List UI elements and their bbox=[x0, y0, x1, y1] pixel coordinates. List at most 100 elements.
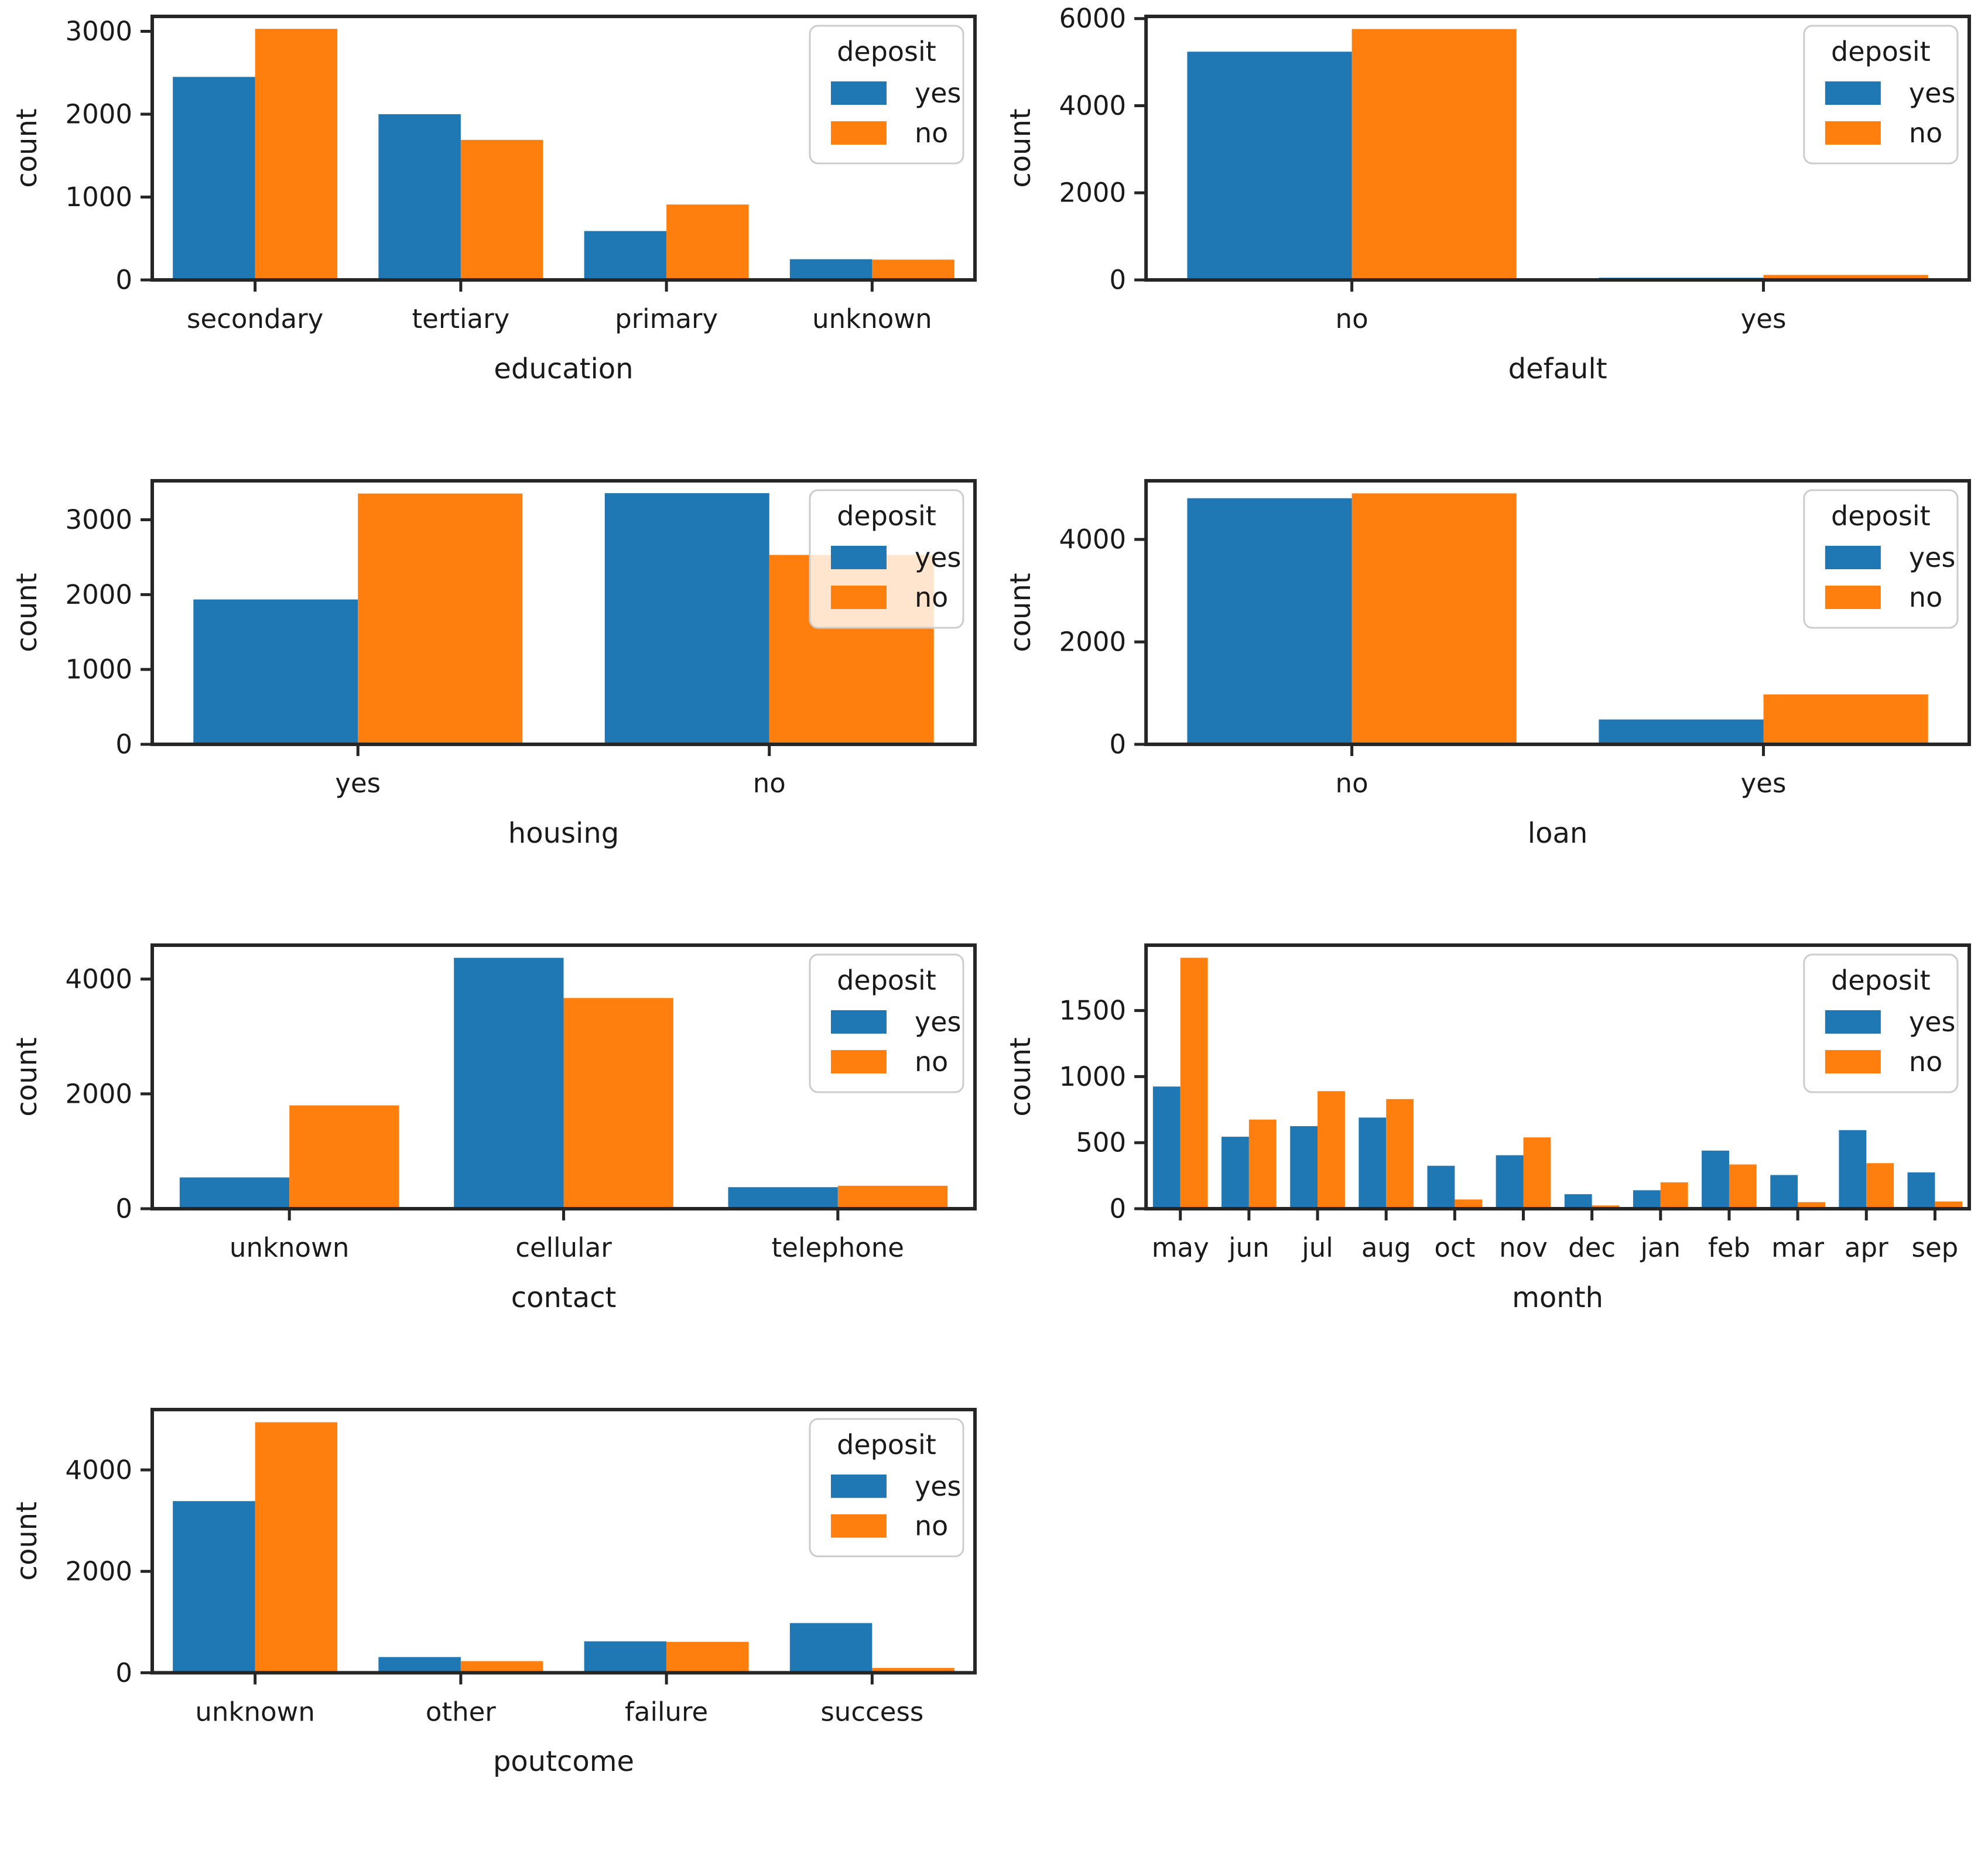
legend-title: deposit bbox=[1831, 965, 1931, 996]
bar-month-feb-no bbox=[1729, 1164, 1757, 1209]
bar-poutcome-other-yes bbox=[378, 1657, 461, 1673]
chart-svg-poutcome: 0 2000 4000 unknown other failure success poutc… bbox=[11, 1407, 977, 1778]
y-tick-label: 3000 bbox=[65, 16, 132, 47]
bar-contact-telephone-no bbox=[837, 1185, 948, 1209]
bar-education-primary-no bbox=[666, 204, 749, 280]
x-axis-label: month bbox=[1512, 1281, 1603, 1314]
legend-swatch-no bbox=[831, 1050, 887, 1073]
bar-poutcome-failure-no bbox=[666, 1641, 749, 1673]
bar-month-feb-yes bbox=[1702, 1150, 1729, 1209]
bar-education-tertiary-no bbox=[460, 139, 543, 280]
legend-label-yes: yes bbox=[1909, 542, 1956, 573]
legend-swatch-yes bbox=[1825, 81, 1881, 105]
legend-title: deposit bbox=[837, 1429, 936, 1461]
x-axis-label: contact bbox=[511, 1281, 617, 1314]
y-tick-label: 500 bbox=[1076, 1127, 1126, 1158]
chart-svg-default: 0 2000 4000 6000 no yes default count deposit yes… bbox=[1004, 3, 1971, 385]
legend-swatch-yes bbox=[831, 546, 887, 569]
legend-label-no: no bbox=[1909, 117, 1942, 149]
bar-default-no-no bbox=[1351, 29, 1517, 280]
y-tick-label: 0 bbox=[115, 265, 132, 296]
y-tick-label: 1000 bbox=[65, 182, 132, 213]
legend-swatch-yes bbox=[1825, 546, 1881, 569]
legend-title: deposit bbox=[837, 500, 936, 532]
legend-label-yes: yes bbox=[915, 542, 962, 573]
x-tick-label: tertiary bbox=[412, 303, 510, 334]
legend-swatch-no bbox=[831, 121, 887, 145]
bar-education-unknown-yes bbox=[789, 259, 872, 280]
chart-housing: 0 1000 2000 3000 yes no housing count deposit yes… bbox=[0, 464, 994, 929]
x-tick-label: no bbox=[1336, 303, 1368, 334]
bar-poutcome-success-yes bbox=[789, 1623, 872, 1673]
y-axis-label: count bbox=[11, 573, 43, 652]
y-axis-label: count bbox=[11, 1502, 43, 1581]
legend-label-no: no bbox=[1909, 1046, 1942, 1078]
bar-default-yes-no bbox=[1763, 275, 1928, 280]
x-axis-label: default bbox=[1508, 353, 1607, 385]
bar-loan-no-no bbox=[1351, 493, 1517, 744]
bar-education-tertiary-yes bbox=[378, 114, 461, 280]
legend-label-yes: yes bbox=[1909, 1006, 1956, 1038]
legend-label-no: no bbox=[1909, 582, 1942, 613]
chart-education: 0 1000 2000 3000 secondary tertiary primary unk… bbox=[0, 0, 994, 464]
bar-month-jan-no bbox=[1660, 1182, 1688, 1209]
y-tick-label: 4000 bbox=[1059, 90, 1127, 121]
bar-month-nov-yes bbox=[1496, 1155, 1524, 1209]
legend-title: deposit bbox=[837, 965, 936, 996]
legend-label-no: no bbox=[915, 1046, 948, 1078]
bar-month-jun-no bbox=[1248, 1119, 1277, 1209]
legend-swatch-no bbox=[831, 1514, 887, 1538]
y-tick-label: 1000 bbox=[65, 654, 132, 685]
bar-month-sep-yes bbox=[1907, 1172, 1935, 1209]
bar-contact-cellular-yes bbox=[454, 957, 564, 1209]
y-tick-label: 4000 bbox=[1059, 524, 1127, 555]
bar-default-no-yes bbox=[1187, 52, 1352, 281]
x-axis-label: education bbox=[494, 353, 633, 385]
chart-svg-education: 0 1000 2000 3000 secondary tertiary primary unk… bbox=[11, 15, 977, 385]
y-tick-label: 1500 bbox=[1059, 995, 1127, 1026]
bar-month-aug-no bbox=[1386, 1099, 1414, 1209]
y-tick-label: 0 bbox=[115, 1657, 132, 1688]
x-axis-label: loan bbox=[1528, 817, 1588, 850]
y-axis-label: count bbox=[1004, 573, 1037, 652]
x-tick-label: feb bbox=[1708, 1232, 1750, 1263]
axes-frame bbox=[150, 1407, 977, 1675]
x-tick-label: nov bbox=[1499, 1232, 1548, 1263]
x-tick-label: oct bbox=[1434, 1232, 1475, 1263]
bar-month-mar-yes bbox=[1770, 1175, 1798, 1209]
y-axis-label: count bbox=[1004, 108, 1037, 187]
legend-title: deposit bbox=[1831, 36, 1931, 67]
chart-loan: 0 2000 4000 no yes loan count deposit yes no bbox=[994, 464, 1988, 929]
axes-frame bbox=[1144, 479, 1971, 746]
chart-default: 0 2000 4000 6000 no yes default count deposit yes… bbox=[994, 0, 1988, 464]
y-axis-label: count bbox=[1004, 1037, 1037, 1116]
x-tick-label: aug bbox=[1361, 1232, 1411, 1263]
x-tick-label: apr bbox=[1845, 1232, 1888, 1263]
bar-contact-unknown-no bbox=[289, 1105, 399, 1209]
legend-swatch-no bbox=[831, 586, 887, 609]
x-axis-label: housing bbox=[508, 817, 619, 850]
legend-label-no: no bbox=[915, 582, 948, 613]
legend-swatch-no bbox=[1825, 1050, 1881, 1073]
chart-poutcome: 0 2000 4000 unknown other failure success poutc… bbox=[0, 1393, 994, 1857]
y-tick-label: 0 bbox=[1109, 265, 1126, 296]
bar-loan-yes-no bbox=[1763, 694, 1928, 744]
legend-label-yes: yes bbox=[915, 77, 962, 109]
y-axis-label: count bbox=[11, 108, 43, 187]
x-tick-label: telephone bbox=[772, 1232, 904, 1263]
bar-month-jun-yes bbox=[1221, 1137, 1249, 1209]
empty-cell bbox=[994, 1393, 1988, 1857]
bar-month-aug-yes bbox=[1359, 1117, 1387, 1209]
bar-loan-yes-yes bbox=[1599, 719, 1764, 744]
y-tick-label: 0 bbox=[1109, 729, 1126, 760]
bar-month-mar-no bbox=[1798, 1202, 1825, 1209]
bar-contact-cellular-no bbox=[563, 998, 673, 1209]
x-tick-label: yes bbox=[1741, 768, 1787, 799]
bar-poutcome-unknown-no bbox=[255, 1422, 338, 1673]
bar-housing-yes-no bbox=[358, 493, 523, 744]
axes-frame bbox=[1144, 15, 1971, 282]
bar-housing-no-yes bbox=[604, 493, 769, 744]
legend-label-yes: yes bbox=[915, 1470, 961, 1502]
bar-education-secondary-no bbox=[255, 29, 338, 281]
bar-housing-yes-yes bbox=[193, 599, 358, 744]
